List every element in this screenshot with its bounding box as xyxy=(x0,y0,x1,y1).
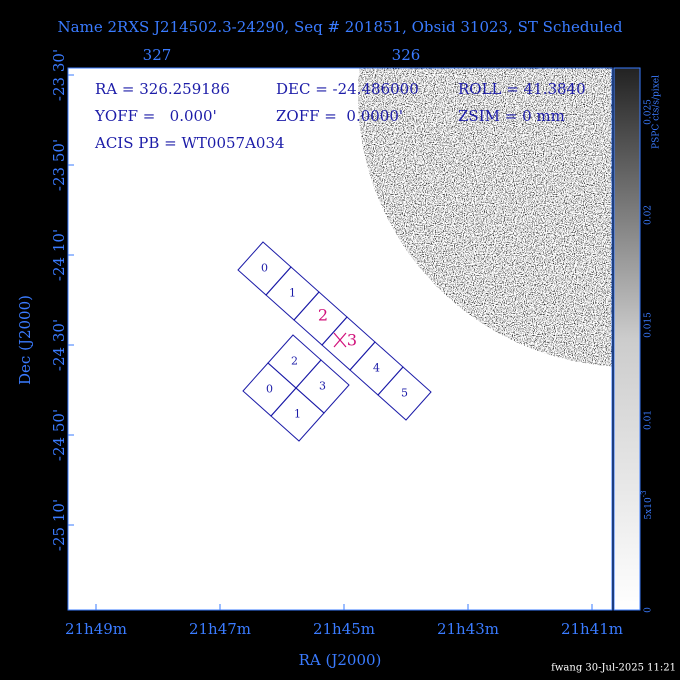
chip xyxy=(270,387,325,442)
x-axis-label: RA (J2000) xyxy=(299,651,382,669)
colorbar-label: 0.025 xyxy=(644,99,654,125)
chip-label: 0 xyxy=(261,262,268,275)
colorbar-label: 5x10 xyxy=(644,497,654,520)
left-tick-label: -24 50' xyxy=(50,409,68,461)
top-tick-label: 327 xyxy=(143,46,172,64)
info-text: ACIS PB = WT0057A034 xyxy=(94,134,285,152)
y-axis-label: Dec (J2000) xyxy=(16,295,34,385)
info-text: ZSIM = 0 mm xyxy=(458,107,565,125)
chip-label: 5 xyxy=(401,387,408,400)
left-tick-label: -24 10' xyxy=(50,229,68,281)
bottom-tick-label: 21h41m xyxy=(561,620,623,638)
chip-label: 1 xyxy=(289,287,296,300)
info-text: ROLL = 41.3840 xyxy=(458,80,586,98)
colorbar-label: 0.015 xyxy=(644,312,654,338)
bottom-tick-label: 21h43m xyxy=(437,620,499,638)
left-tick-label: -24 30' xyxy=(50,319,68,371)
chip xyxy=(377,366,432,421)
left-tick-label: -23 30' xyxy=(50,49,68,101)
info-text: RA = 326.259186 xyxy=(95,80,230,98)
bottom-tick-label: 21h47m xyxy=(189,620,251,638)
bottom-tick-label: 21h45m xyxy=(313,620,375,638)
footer: fwang 30-Jul-2025 11:21 xyxy=(551,663,676,674)
xray-image xyxy=(358,68,612,367)
chip-label: 1 xyxy=(294,408,301,421)
colorbar-label: 0.02 xyxy=(644,205,654,225)
colorbar-unit: PSPC cts/s/pixel xyxy=(652,75,662,149)
left-tick-label: -23 50' xyxy=(50,139,68,191)
bottom-tick-label: 21h49m xyxy=(65,620,127,638)
acis-chips xyxy=(237,241,432,442)
colorbar-label: 0 xyxy=(644,607,654,613)
aimpoint-chip: 2 xyxy=(318,306,328,325)
title: Name 2RXS J214502.3-24290, Seq # 201851,… xyxy=(58,18,623,36)
info-text: YOFF = 0.000' xyxy=(94,107,217,125)
colorbar-label: -3 xyxy=(640,490,648,497)
left-tick-label: -25 10' xyxy=(50,499,68,551)
colorbar-label: 0.01 xyxy=(644,410,654,430)
chip-label: 4 xyxy=(373,362,380,375)
colorbar-label: 5x10-3 xyxy=(640,490,654,519)
aimpoint-chip: 3 xyxy=(347,331,357,350)
aimpoint-marker xyxy=(333,332,347,348)
info-text: DEC = -24.486000 xyxy=(276,80,419,98)
top-tick-label: 326 xyxy=(392,46,421,64)
chip-label: 0 xyxy=(266,383,273,396)
chip-label: 2 xyxy=(291,355,298,368)
info-text: ZOFF = 0.0000' xyxy=(276,107,403,125)
colorbar xyxy=(613,67,641,611)
chip-label: 3 xyxy=(319,380,326,393)
